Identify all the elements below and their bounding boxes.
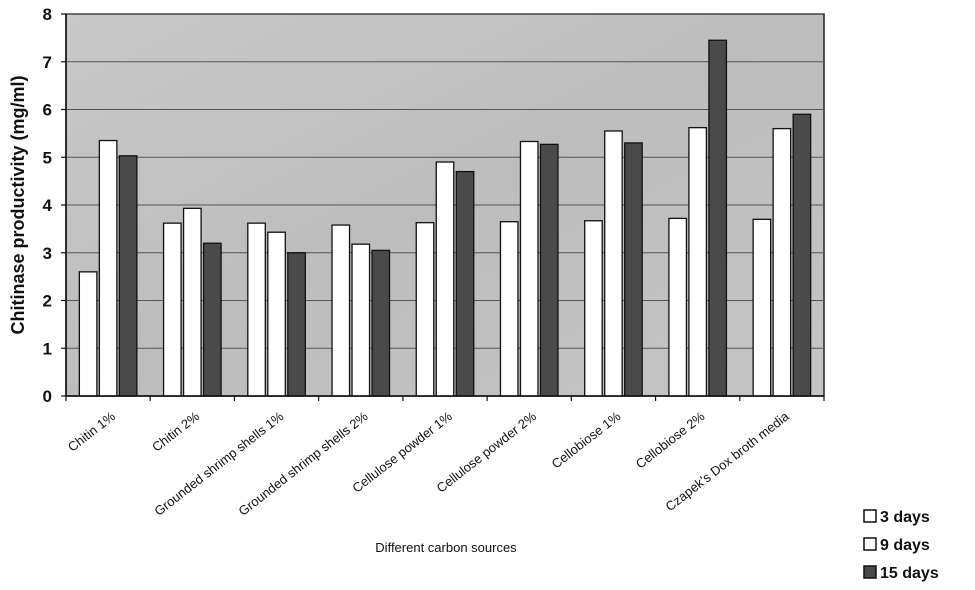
bar-3-days (247, 222, 266, 397)
legend-label: 3 days (880, 509, 930, 526)
bar-15-days (371, 249, 391, 397)
bar-15-days (287, 252, 306, 397)
bar-9-days (519, 140, 539, 397)
bar-15-days (624, 142, 643, 397)
legend-label: 9 days (880, 537, 930, 554)
bar-15-days (202, 242, 222, 397)
bar-3-days (584, 220, 603, 397)
x-tick-label: Chitin 1% (65, 408, 118, 454)
x-tick-label: Cellobiose 1% (549, 408, 624, 471)
bar-3-days (668, 217, 688, 397)
bar-15-days (792, 113, 812, 397)
y-tick-label: 8 (43, 5, 52, 24)
bar-9-days (267, 231, 286, 397)
legend-swatch (863, 565, 877, 579)
x-axis-ticks: Chitin 1% Chitin 2%Grounded shrimp shells… (65, 396, 825, 519)
bar-3-days (331, 224, 351, 397)
y-tick-label: 1 (43, 339, 52, 358)
y-axis-label: Chitinase productivity (mg/ml) (8, 75, 28, 334)
y-tick-label: 2 (43, 292, 52, 311)
bar-15-days (455, 170, 475, 397)
bar-9-days (688, 126, 708, 397)
bar-3-days (499, 221, 519, 397)
bar-3-days (415, 222, 435, 397)
x-axis-label: Different carbon sources (375, 540, 517, 555)
bar-15-days (118, 155, 138, 397)
bar-3-days (752, 218, 772, 397)
bar-9-days (772, 127, 792, 397)
y-tick-label: 5 (43, 148, 52, 167)
bar-15-days (708, 39, 728, 397)
bars (78, 39, 812, 397)
bar-9-days (182, 207, 202, 397)
bar-3-days (78, 271, 98, 397)
y-tick-label: 6 (43, 101, 52, 120)
x-tick-label: Cellobiose 2% (633, 408, 708, 471)
bar-9-days (351, 243, 371, 397)
x-tick-label: Chitin 2% (149, 408, 202, 454)
y-axis-ticks: 0 1 2 3 4 5 6 7 8 (43, 5, 66, 406)
y-tick-label: 0 (43, 387, 52, 406)
y-tick-label: 4 (43, 196, 53, 215)
bar-9-days (98, 139, 118, 397)
legend: 3 days 9 days 15 days (863, 509, 939, 582)
bar-15-days (539, 143, 559, 397)
bar-9-days (435, 161, 455, 397)
legend-swatch (863, 537, 877, 551)
bar-9-days (604, 130, 623, 397)
y-tick-label: 7 (43, 53, 52, 72)
y-tick-label: 3 (43, 244, 52, 263)
legend-swatch (863, 509, 877, 523)
legend-label: 15 days (880, 565, 939, 582)
bar-3-days (162, 222, 182, 397)
